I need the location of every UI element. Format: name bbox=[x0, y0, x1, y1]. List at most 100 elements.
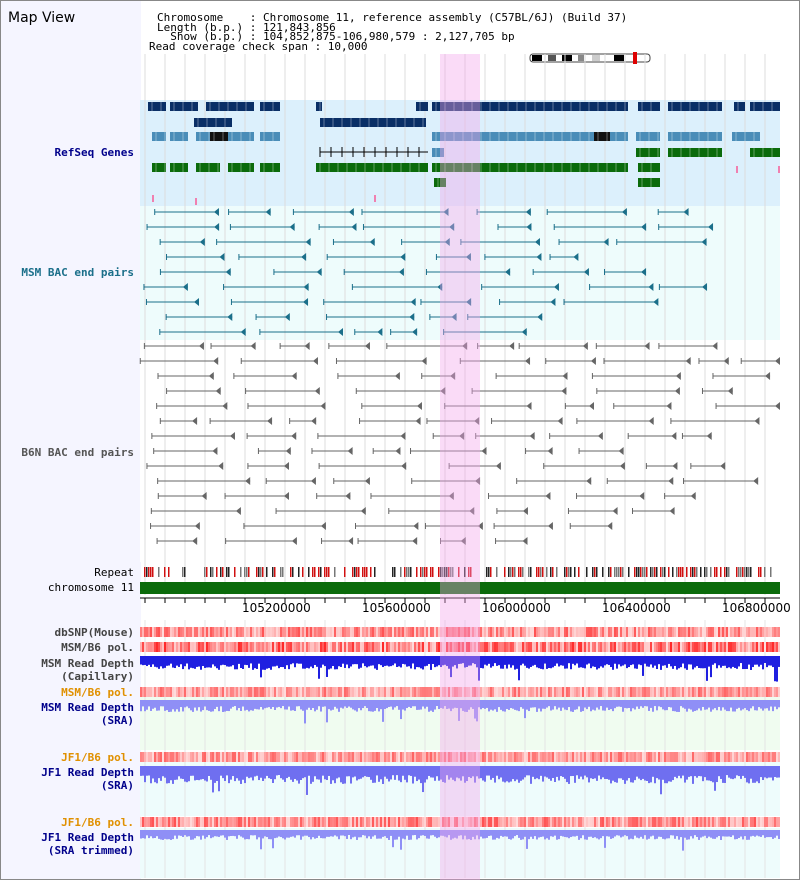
depth-bar bbox=[218, 700, 220, 712]
depth-bar bbox=[586, 700, 588, 710]
polymorphism-cell bbox=[288, 817, 290, 827]
depth-bar bbox=[596, 830, 598, 839]
track-label-jf1-read-depth-trim[interactable]: JF1 Read Depth bbox=[41, 831, 134, 844]
repeat-track[interactable] bbox=[140, 567, 780, 594]
depth-bar bbox=[594, 700, 596, 711]
polymorphism-cell bbox=[538, 642, 540, 652]
polymorphism-cell bbox=[480, 817, 482, 827]
msm-bac-pair-end bbox=[536, 253, 542, 261]
track-label-msm-b6-pol-1[interactable]: MSM/B6 pol. bbox=[61, 641, 134, 654]
msm-bac-pair-end bbox=[351, 223, 357, 231]
polymorphism-cell bbox=[504, 687, 506, 697]
repeat-element bbox=[566, 567, 568, 577]
refseq-genes-track[interactable] bbox=[148, 102, 780, 205]
polymorphism-cell bbox=[464, 642, 466, 652]
polymorphism-cell bbox=[672, 627, 674, 637]
msm-bac-pair-end bbox=[301, 253, 307, 261]
depth-bar bbox=[334, 766, 336, 784]
polymorphism-cell bbox=[364, 817, 366, 827]
depth-bar bbox=[522, 830, 524, 840]
track-label-jf1-read-depth-sra[interactable]: JF1 Read Depth bbox=[41, 766, 134, 779]
polymorphism-cell bbox=[426, 687, 428, 697]
depth-bar bbox=[378, 656, 380, 665]
polymorphism-cell bbox=[258, 817, 260, 827]
polymorphism-cell bbox=[226, 817, 228, 827]
polymorphism-cell bbox=[600, 687, 602, 697]
depth-bar bbox=[422, 700, 424, 707]
polymorphism-cell bbox=[708, 817, 710, 827]
track-label-chromosome[interactable]: chromosome 11 bbox=[47, 581, 134, 594]
polymorphism-tracks[interactable] bbox=[140, 627, 780, 827]
read-depth-tracks[interactable] bbox=[140, 656, 780, 851]
depth-bar bbox=[336, 766, 338, 779]
depth-bar bbox=[146, 700, 148, 710]
track-label-dbsnp[interactable]: dbSNP(Mouse) bbox=[54, 626, 134, 639]
depth-bar bbox=[160, 656, 162, 667]
track-label-msm-read-depth-cap[interactable]: MSM Read Depth bbox=[41, 657, 134, 670]
track-label-msm-read-depth-sra[interactable]: MSM Read Depth bbox=[41, 701, 134, 714]
polymorphism-cell bbox=[616, 642, 618, 652]
depth-bar bbox=[224, 656, 226, 666]
polymorphism-cell bbox=[210, 817, 212, 827]
polymorphism-cell bbox=[630, 627, 632, 637]
repeat-element bbox=[442, 567, 444, 577]
polymorphism-cell bbox=[358, 817, 360, 827]
polymorphism-cell bbox=[380, 642, 382, 652]
depth-bar bbox=[442, 656, 444, 666]
polymorphism-cell bbox=[258, 752, 260, 762]
repeat-element bbox=[366, 567, 368, 577]
polymorphism-cell bbox=[442, 627, 444, 637]
polymorphism-cell bbox=[250, 817, 252, 827]
polymorphism-cell bbox=[400, 627, 402, 637]
b6n-bac-track[interactable] bbox=[139, 342, 780, 545]
polymorphism-cell bbox=[294, 687, 296, 697]
b6n-bac-pair-end bbox=[412, 537, 418, 545]
polymorphism-cell bbox=[588, 642, 590, 652]
track-label-b6n-bac[interactable]: B6N BAC end pairs bbox=[21, 446, 134, 459]
chromosome-ideogram[interactable] bbox=[529, 52, 651, 64]
repeat-element bbox=[404, 567, 406, 577]
depth-bar bbox=[246, 656, 248, 666]
depth-bar bbox=[354, 766, 356, 777]
depth-bar bbox=[680, 830, 682, 838]
polymorphism-cell bbox=[466, 627, 468, 637]
depth-bar bbox=[730, 766, 732, 779]
depth-bar bbox=[502, 830, 504, 837]
polymorphism-cell bbox=[436, 817, 438, 827]
polymorphism-cell bbox=[296, 642, 298, 652]
depth-bar bbox=[486, 656, 488, 666]
depth-bar bbox=[464, 700, 466, 712]
depth-bar bbox=[678, 830, 680, 840]
repeat-element bbox=[430, 567, 432, 577]
track-label-refseq[interactable]: RefSeq Genes bbox=[54, 146, 134, 159]
depth-bar bbox=[538, 830, 540, 838]
polymorphism-cell bbox=[676, 752, 678, 762]
b6n-bac-pair-end bbox=[213, 357, 219, 365]
msm-bac-background bbox=[140, 206, 780, 340]
polymorphism-cell bbox=[420, 627, 422, 637]
track-label-msm-b6-pol-2[interactable]: MSM/B6 pol. bbox=[61, 686, 134, 699]
polymorphism-cell bbox=[572, 687, 574, 697]
polymorphism-cell bbox=[570, 817, 572, 827]
polymorphism-cell bbox=[668, 817, 670, 827]
depth-bar bbox=[614, 700, 616, 709]
polymorphism-cell bbox=[658, 642, 660, 652]
msm-bac-track[interactable] bbox=[143, 208, 714, 336]
track-label-repeat[interactable]: Repeat bbox=[94, 566, 134, 579]
polymorphism-cell bbox=[408, 687, 410, 697]
repeat-element bbox=[468, 567, 470, 577]
b6n-bac-pair-end bbox=[495, 462, 501, 470]
polymorphism-cell bbox=[290, 642, 292, 652]
polymorphism-cell bbox=[388, 752, 390, 762]
depth-bar bbox=[530, 766, 532, 784]
depth-bar bbox=[298, 656, 300, 664]
depth-bar bbox=[156, 766, 158, 784]
track-label-jf1-b6-pol-1[interactable]: JF1/B6 pol. bbox=[61, 751, 134, 764]
polymorphism-cell bbox=[718, 642, 720, 652]
track-label-jf1-b6-pol-2[interactable]: JF1/B6 pol. bbox=[61, 816, 134, 829]
depth-bar bbox=[436, 656, 438, 667]
polymorphism-cell bbox=[414, 687, 416, 697]
polymorphism-cell bbox=[180, 817, 182, 827]
track-label-msm-bac[interactable]: MSM BAC end pairs bbox=[21, 266, 134, 279]
